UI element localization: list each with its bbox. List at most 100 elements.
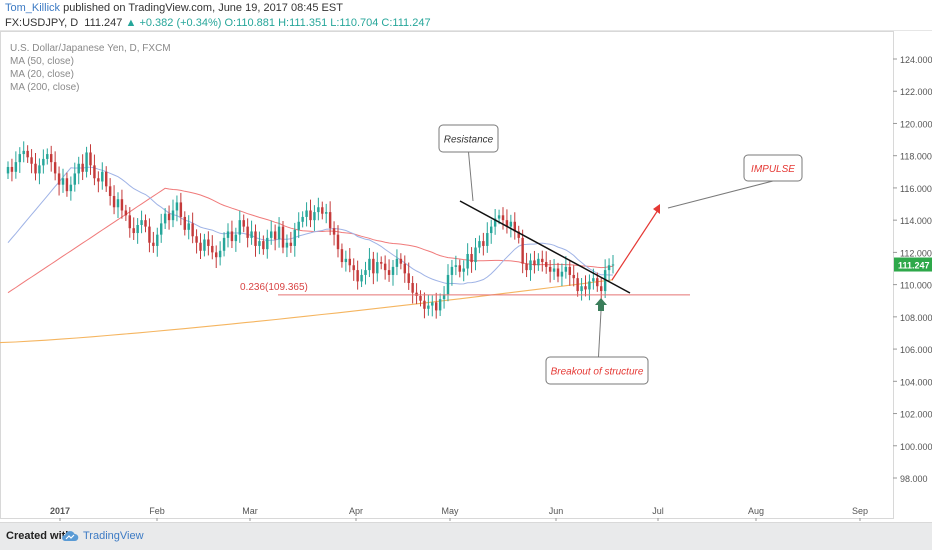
candle-body[interactable] bbox=[49, 154, 53, 163]
candle-body[interactable] bbox=[541, 258, 544, 263]
candle-body[interactable] bbox=[132, 228, 135, 234]
candle-body[interactable] bbox=[128, 215, 132, 229]
candle-body[interactable] bbox=[289, 242, 293, 246]
candle-body[interactable] bbox=[10, 166, 14, 172]
candle-body[interactable] bbox=[517, 231, 520, 238]
candle-body[interactable] bbox=[411, 283, 414, 293]
candle-body[interactable] bbox=[379, 262, 383, 264]
candle-body[interactable] bbox=[214, 252, 218, 258]
candle-body[interactable] bbox=[537, 258, 540, 266]
candle-body[interactable] bbox=[544, 262, 548, 267]
candle-body[interactable] bbox=[144, 220, 147, 227]
candle-body[interactable] bbox=[588, 281, 591, 290]
candle-body[interactable] bbox=[46, 154, 49, 159]
candle-body[interactable] bbox=[564, 266, 568, 272]
candle-body[interactable] bbox=[493, 218, 497, 227]
candle-body[interactable] bbox=[592, 278, 595, 282]
candle-body[interactable] bbox=[572, 274, 575, 279]
candle-body[interactable] bbox=[211, 245, 214, 253]
candle-body[interactable] bbox=[529, 260, 532, 271]
candle-body[interactable] bbox=[301, 216, 304, 222]
candle-body[interactable] bbox=[513, 221, 517, 232]
price-chart[interactable]: 124.000 122.000 120.000 118.000 116.000 114.0… bbox=[0, 31, 932, 522]
candle-body[interactable] bbox=[419, 295, 422, 301]
candle-body[interactable] bbox=[497, 215, 501, 219]
candle-body[interactable] bbox=[112, 195, 116, 208]
candle-body[interactable] bbox=[250, 231, 253, 238]
candle-body[interactable] bbox=[548, 266, 552, 272]
candle-body[interactable] bbox=[470, 253, 473, 263]
candle-body[interactable] bbox=[383, 263, 387, 271]
candle-body[interactable] bbox=[30, 157, 33, 164]
resistance-callout[interactable]: Resistance bbox=[438, 124, 499, 202]
candle-body[interactable] bbox=[403, 263, 407, 274]
candle-body[interactable] bbox=[505, 220, 509, 227]
candle-body[interactable] bbox=[489, 226, 493, 234]
candle-body[interactable] bbox=[97, 178, 100, 182]
candle-body[interactable] bbox=[309, 210, 312, 221]
candle-body[interactable] bbox=[104, 171, 108, 187]
candle-body[interactable] bbox=[533, 260, 536, 266]
candle-body[interactable] bbox=[136, 224, 139, 234]
candle-body[interactable] bbox=[599, 286, 603, 292]
candle-body[interactable] bbox=[238, 220, 242, 235]
candle-body[interactable] bbox=[183, 216, 187, 230]
candle-body[interactable] bbox=[552, 268, 556, 272]
candle-body[interactable] bbox=[431, 302, 434, 306]
candle-body[interactable] bbox=[462, 268, 465, 272]
candle-body[interactable] bbox=[450, 266, 454, 275]
candle-body[interactable] bbox=[266, 237, 269, 250]
candle-body[interactable] bbox=[85, 152, 88, 172]
resistance-trendline[interactable] bbox=[459, 200, 631, 294]
candle-body[interactable] bbox=[442, 294, 446, 300]
candle-body[interactable] bbox=[254, 231, 257, 246]
candle-body[interactable] bbox=[57, 173, 61, 185]
candle-body[interactable] bbox=[356, 270, 359, 282]
candle-body[interactable] bbox=[321, 207, 324, 214]
candle-body[interactable] bbox=[348, 258, 352, 266]
candle-body[interactable] bbox=[446, 274, 450, 295]
candle-body[interactable] bbox=[415, 292, 418, 296]
impulse-callout[interactable]: IMPULSE bbox=[667, 154, 803, 209]
candle-body[interactable] bbox=[203, 239, 206, 251]
candle-body[interactable] bbox=[226, 231, 230, 238]
candle-body[interactable] bbox=[317, 207, 320, 213]
candle-body[interactable] bbox=[6, 166, 10, 174]
candle-body[interactable] bbox=[560, 271, 564, 277]
candle-body[interactable] bbox=[376, 262, 379, 274]
candle-body[interactable] bbox=[387, 270, 391, 275]
tradingview-brand-link[interactable]: TradingView bbox=[83, 530, 144, 542]
candle-body[interactable] bbox=[474, 247, 477, 263]
candle-body[interactable] bbox=[218, 250, 222, 258]
candle-body[interactable] bbox=[372, 258, 375, 274]
candle-body[interactable] bbox=[297, 221, 300, 230]
candle-body[interactable] bbox=[246, 226, 249, 238]
candle-body[interactable] bbox=[199, 242, 202, 251]
breakout-callout[interactable]: Breakout of structure bbox=[545, 310, 649, 385]
candle-body[interactable] bbox=[603, 270, 607, 292]
candle-body[interactable] bbox=[580, 286, 583, 292]
candle-body[interactable] bbox=[391, 266, 395, 275]
candle-body[interactable] bbox=[65, 178, 69, 192]
candle-body[interactable] bbox=[281, 226, 285, 248]
candle-body[interactable] bbox=[77, 163, 80, 174]
candle-body[interactable] bbox=[156, 234, 159, 246]
candle-body[interactable] bbox=[108, 186, 112, 196]
candle-body[interactable] bbox=[352, 265, 355, 271]
candle-body[interactable] bbox=[22, 150, 25, 155]
candle-body[interactable] bbox=[293, 229, 297, 246]
candle-body[interactable] bbox=[230, 231, 234, 242]
candle-body[interactable] bbox=[277, 226, 281, 240]
candle-body[interactable] bbox=[427, 305, 430, 309]
candle-body[interactable] bbox=[556, 268, 560, 277]
candle-body[interactable] bbox=[124, 210, 128, 216]
candle-body[interactable] bbox=[584, 286, 587, 290]
candle-body[interactable] bbox=[501, 215, 505, 221]
candle-body[interactable] bbox=[167, 213, 171, 221]
candle-body[interactable] bbox=[26, 150, 29, 158]
tradingview-cloud-icon[interactable] bbox=[61, 529, 79, 543]
candle-body[interactable] bbox=[273, 231, 277, 240]
candle-body[interactable] bbox=[521, 237, 524, 264]
candle-body[interactable] bbox=[148, 226, 151, 243]
candle-body[interactable] bbox=[81, 163, 84, 172]
